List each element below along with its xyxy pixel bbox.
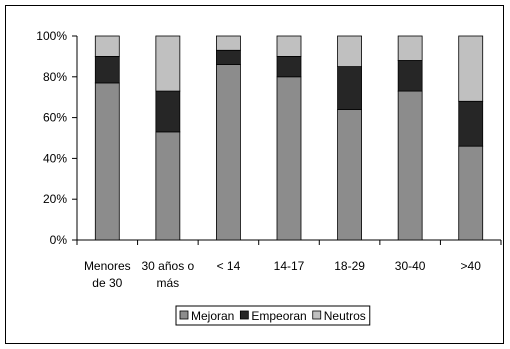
y-tick-label: 100% — [36, 29, 67, 43]
bar-neutros — [94, 35, 120, 57]
x-tick-label: 14-17 — [274, 259, 305, 273]
legend-label-neutros: Neutros — [324, 309, 366, 323]
y-tick-label: 40% — [43, 151, 67, 165]
bar-mejoran — [216, 64, 241, 241]
bar-mejoran — [155, 131, 181, 241]
legend-label-mejoran: Mejoran — [191, 309, 234, 323]
bar-mejoran — [94, 82, 120, 241]
bar-neutros — [216, 35, 241, 51]
bar-neutros — [458, 35, 484, 102]
y-tick-label: 80% — [43, 70, 67, 84]
bar-mejoran — [397, 90, 423, 241]
bar-mejoran — [337, 109, 362, 241]
bar-empeoran — [397, 60, 423, 92]
x-tick-label: < 14 — [217, 259, 241, 273]
bar-empeoran — [216, 49, 241, 65]
y-tick-label: 60% — [43, 111, 67, 125]
x-tick-label: de 30 — [92, 276, 122, 290]
y-tick-label: 0% — [50, 233, 68, 247]
bar-empeoran — [276, 56, 302, 78]
legend-box — [175, 305, 371, 326]
x-tick-label: más — [157, 276, 180, 290]
legend-swatch-mejoran — [179, 310, 189, 320]
x-tick-label: 18-29 — [334, 259, 365, 273]
bar-neutros — [397, 35, 423, 61]
y-tick-label: 20% — [43, 192, 67, 206]
bar-empeoran — [458, 100, 484, 147]
bar-mejoran — [458, 145, 484, 241]
bar-empeoran — [155, 90, 181, 133]
x-tick-label: Menores — [84, 259, 131, 273]
legend-swatch-neutros — [312, 310, 322, 320]
bar-neutros — [337, 35, 362, 68]
chart-frame — [5, 5, 504, 344]
bar-mejoran — [276, 76, 302, 241]
bar-empeoran — [337, 66, 362, 110]
x-tick-label: 30 años o — [141, 259, 194, 273]
legend-swatch-empeoran — [239, 310, 249, 320]
legend-label-empeoran: Empeoran — [251, 309, 306, 323]
x-tick-label: 30-40 — [395, 259, 426, 273]
bar-empeoran — [94, 56, 120, 84]
x-tick-label: >40 — [461, 259, 482, 273]
bar-neutros — [155, 35, 181, 92]
bar-neutros — [276, 35, 302, 57]
